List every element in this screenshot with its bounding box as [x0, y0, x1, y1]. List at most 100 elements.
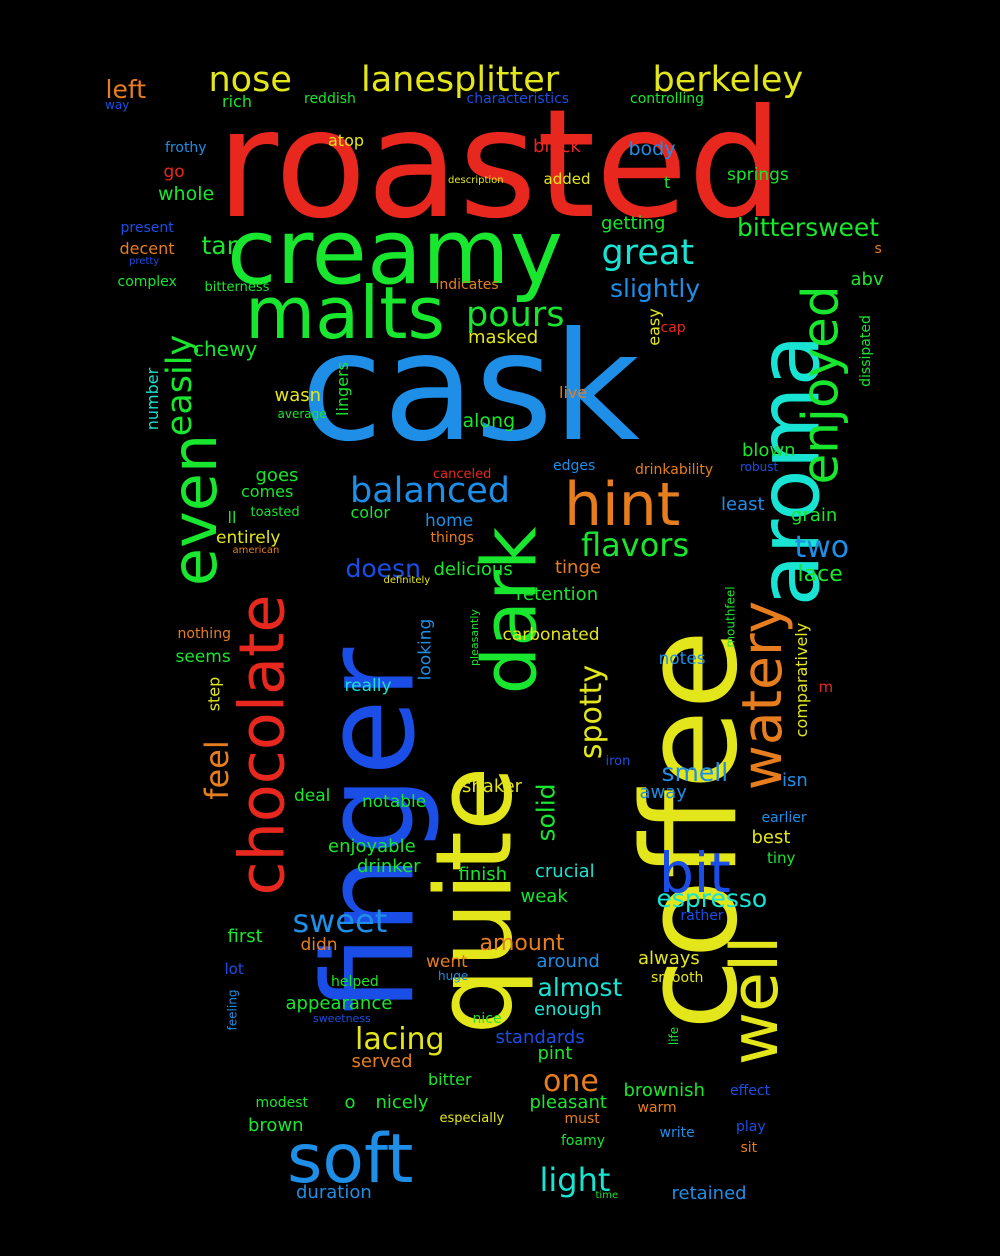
word-dissipated: dissipated — [857, 315, 874, 387]
word-effect: effect — [730, 1083, 771, 1099]
word-mouthfeel: mouthfeel — [723, 586, 738, 648]
word-added: added — [543, 169, 591, 188]
word-time: time — [595, 1190, 619, 1201]
word-creamy: creamy — [227, 200, 563, 305]
word-live: live — [559, 383, 588, 402]
word-step: step — [203, 676, 223, 712]
word-roasted: roasted — [216, 78, 784, 252]
word-things: things — [430, 530, 474, 546]
word-pint: pint — [537, 1043, 573, 1064]
word-flavors: flavors — [581, 526, 690, 564]
word-light: light — [539, 1161, 611, 1199]
word-grain: grain — [791, 505, 838, 526]
word-amount: amount — [479, 931, 565, 956]
word-pleasantly: pleasantly — [467, 608, 481, 666]
word-drinkability: drinkability — [635, 462, 714, 478]
word-one: one — [543, 1064, 599, 1099]
word-brownish: brownish — [623, 1080, 705, 1101]
word-modest: modest — [255, 1095, 309, 1111]
word-standards: standards — [495, 1027, 585, 1048]
word-almost: almost — [537, 972, 623, 1002]
word-rather: rather — [680, 908, 724, 924]
word-iron: iron — [605, 753, 631, 769]
word-doesn: doesn — [345, 553, 421, 583]
word-earlier: earlier — [761, 810, 807, 826]
word-warm: warm — [637, 1100, 677, 1116]
word-reddish: reddish — [304, 91, 356, 107]
word-canceled: canceled — [433, 466, 492, 482]
word-feel: feel — [197, 740, 236, 800]
word-solid: solid — [531, 782, 561, 842]
word-description: description — [448, 175, 504, 186]
word-complex: complex — [117, 274, 177, 290]
word-soft: soft — [287, 1120, 414, 1199]
word-slightly: slightly — [610, 273, 701, 303]
word-comparatively: comparatively — [792, 622, 812, 738]
word-t: t — [664, 173, 671, 192]
word-rich: rich — [222, 92, 252, 111]
word-whole: whole — [158, 182, 215, 205]
word-abv: abv — [850, 269, 884, 290]
word-sweetness: sweetness — [313, 1011, 371, 1025]
word-hint: hint — [564, 470, 681, 540]
word-lot: lot — [224, 959, 244, 978]
word-masked: masked — [468, 327, 539, 348]
word-nicely: nicely — [375, 1092, 429, 1113]
word-s: s — [874, 241, 882, 257]
word-best: best — [751, 827, 791, 848]
word-play: play — [736, 1119, 766, 1135]
word-bitter: bitter — [428, 1070, 472, 1089]
word-atop: atop — [328, 131, 365, 150]
word-indicates: indicates — [435, 277, 499, 293]
word-m: m — [818, 677, 834, 696]
word-decent: decent — [119, 239, 175, 258]
word-duration: duration — [296, 1182, 372, 1203]
word-lace: lace — [797, 562, 843, 587]
word-nice: nice — [472, 1011, 502, 1027]
word-controlling: controlling — [630, 91, 705, 107]
word-around: around — [536, 951, 600, 972]
word-really: really — [344, 675, 392, 696]
word-go: go — [163, 161, 185, 182]
word-bittersweet: bittersweet — [737, 212, 880, 242]
word-delicious: delicious — [433, 559, 513, 580]
word-brown: brown — [248, 1115, 304, 1136]
word-comes: comes — [241, 482, 294, 501]
word-crucial: crucial — [535, 861, 595, 882]
word-left: left — [105, 74, 147, 104]
word-enjoyable: enjoyable — [328, 836, 416, 857]
word-home: home — [425, 510, 474, 531]
word-present: present — [120, 220, 174, 236]
word-isn: isn — [782, 770, 808, 791]
word-blown: blown — [742, 440, 796, 461]
word-appearance: appearance — [285, 993, 393, 1014]
word-chocolate: chocolate — [225, 594, 299, 896]
word-lanesplitter: lanesplitter — [361, 59, 560, 100]
word-quite: quite — [413, 765, 536, 1035]
word-first: first — [227, 926, 263, 947]
word-nose: nose — [208, 59, 292, 100]
word-body: body — [628, 137, 676, 160]
word-shaker: shaker — [462, 776, 523, 797]
word-bitterness: bitterness — [204, 279, 270, 295]
word-goes: goes — [255, 465, 299, 486]
word-enough: enough — [534, 999, 602, 1020]
word-deal: deal — [294, 785, 331, 806]
word-tinge: tinge — [555, 557, 601, 578]
word-life: life — [667, 1026, 682, 1046]
word-weak: weak — [520, 886, 568, 907]
word-sit: sit — [740, 1140, 758, 1156]
word-tan: tan — [201, 230, 243, 260]
word-finish: finish — [458, 864, 508, 885]
word-retention: retention — [516, 584, 599, 605]
word-smell: smell — [661, 757, 729, 787]
word-color: color — [350, 503, 390, 522]
word-characteristics: characteristics — [466, 91, 570, 107]
word-went: went — [426, 951, 468, 972]
word-edges: edges — [553, 458, 596, 474]
word-berkeley: berkeley — [652, 59, 804, 100]
word-even: even — [158, 433, 232, 587]
word-dark: dark — [465, 526, 554, 694]
word-black: black — [533, 136, 581, 157]
